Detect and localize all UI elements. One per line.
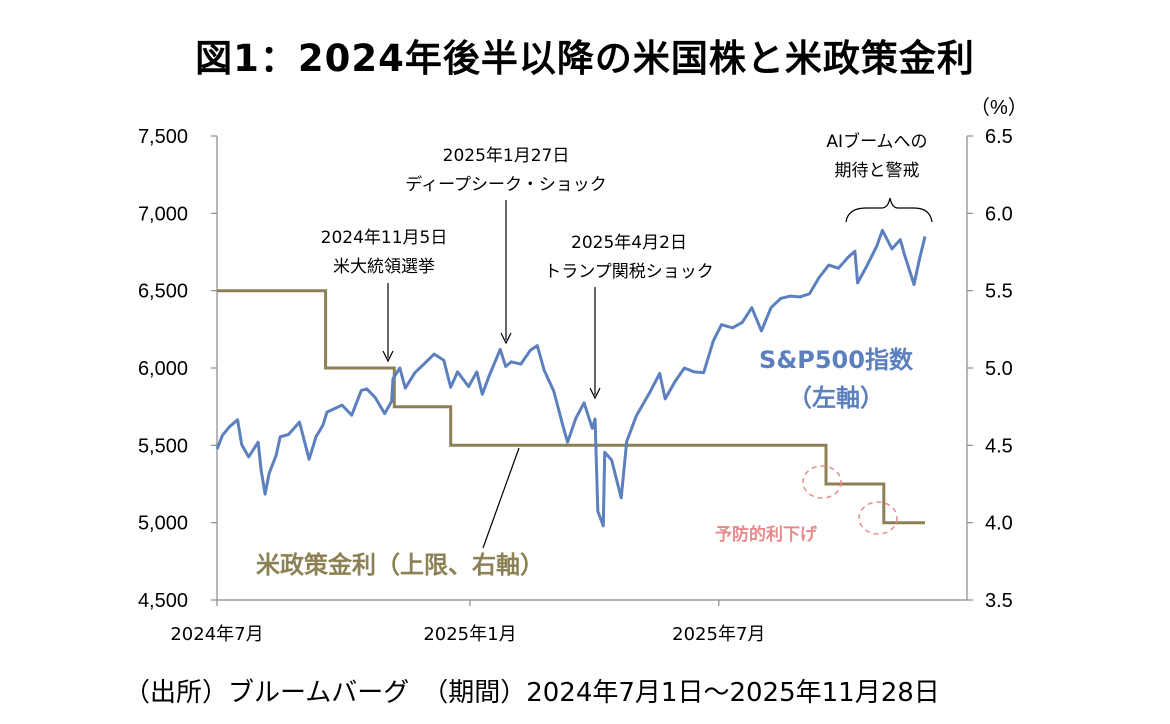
left-tick-label: 6,500 (138, 281, 188, 303)
right-tick-label: 6.5 (985, 126, 1013, 148)
annotation-deepseek-date: 2025年1月27日 (443, 146, 570, 166)
legend-sp500: S&P500指数 (759, 346, 914, 374)
right-axis-ticks: 3.5 4.0 4.5 5.0 5.5 6.0 6.5 (967, 126, 1013, 612)
right-tick-label: 5.0 (985, 358, 1013, 380)
annotation-ai-line1: AIブームへの (826, 131, 927, 152)
right-tick-label: 4.5 (985, 435, 1013, 457)
annotation-tariff-date: 2025年4月2日 (571, 233, 687, 253)
left-tick-label: 6,000 (138, 358, 188, 380)
right-axis-unit: （%） (970, 96, 1028, 119)
annotation-deepseek-arrowhead (500, 332, 512, 345)
source-note: （出所）ブルームバーグ （期間）2024年7月1日～2025年11月28日 (124, 678, 940, 708)
right-tick-label: 6.0 (985, 203, 1013, 225)
left-axis-ticks: 4,500 5,000 5,500 6,000 6,500 7,000 7,500 (138, 126, 217, 612)
legend-policy-rate-axis: （上限、右軸） (376, 551, 544, 579)
chart-title: 図1：2024年後半以降の米国株と米政策金利 (195, 37, 975, 80)
annotation-deepseek-label: ディープシーク・ショック (405, 174, 606, 195)
legend-sp500-axis: （左軸） (788, 384, 884, 412)
annotations: 2024年11月5日 米大統領選挙 2025年1月27日 ディープシーク・ショッ… (256, 131, 933, 579)
left-tick-label: 5,500 (138, 435, 188, 457)
right-tick-label: 5.5 (985, 281, 1013, 303)
annotation-tariff-label: トランプ関税ショック (544, 262, 714, 282)
annotation-election-date: 2024年11月5日 (321, 228, 448, 248)
annotation-preventive-cut: 予防的利下げ (715, 524, 818, 545)
x-tick-label: 2025年1月 (423, 624, 516, 645)
annotation-election-arrowhead (382, 350, 394, 363)
left-tick-label: 7,500 (138, 126, 188, 148)
rate-cut-circle-2 (858, 501, 898, 535)
x-tick-label: 2024年7月 (170, 624, 263, 645)
legend-policy-rate-name: 米政策金利 (256, 551, 376, 579)
annotation-rate-pointer (482, 447, 520, 549)
left-tick-label: 7,000 (138, 203, 188, 225)
left-tick-label: 4,500 (138, 590, 188, 612)
annotation-ai-brace (845, 197, 933, 223)
rate-cut-circle-1 (802, 465, 842, 499)
x-axis-ticks: 2024年7月 2025年1月 2025年7月 (170, 600, 765, 645)
right-tick-label: 3.5 (985, 590, 1013, 612)
annotation-tariff-arrowhead (589, 387, 601, 400)
left-tick-label: 5,000 (138, 513, 188, 535)
legend-policy-rate: 米政策金利（上限、右軸） (256, 551, 544, 579)
series-line-sp500 (215, 228, 927, 528)
annotation-ai-line2: 期待と警戒 (835, 161, 920, 181)
x-tick-label: 2025年7月 (672, 624, 765, 645)
right-tick-label: 4.0 (985, 513, 1013, 535)
series-line-policy-rate (217, 289, 925, 525)
annotation-election-label: 米大統領選挙 (333, 257, 435, 277)
